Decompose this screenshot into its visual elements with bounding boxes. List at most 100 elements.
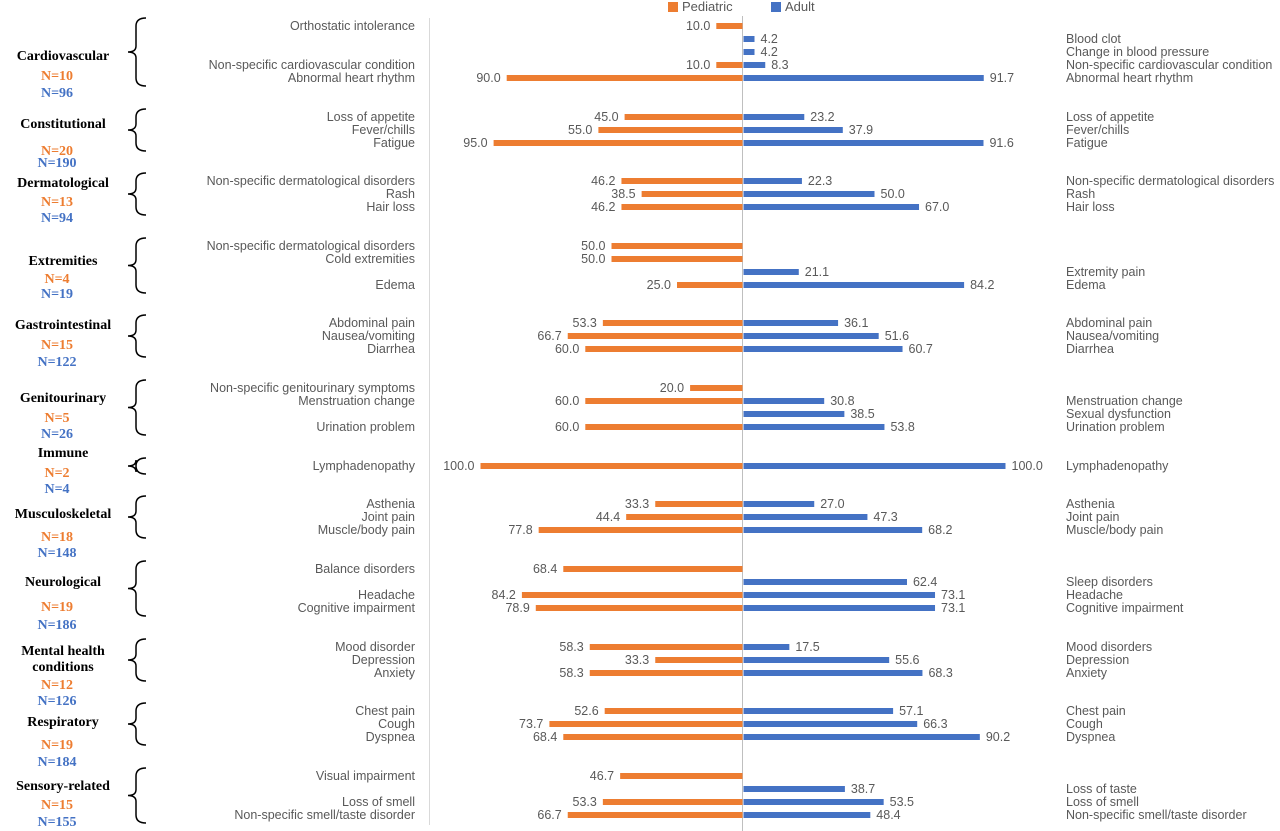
value-label-pediatric: 95.0 — [463, 136, 487, 150]
value-label-adult: 66.3 — [923, 717, 947, 731]
bar-pediatric — [602, 320, 743, 326]
category-title-musculoskeletal: Musculoskeletal — [15, 507, 112, 522]
pediatric-row-label: Muscle/body pain — [318, 523, 415, 537]
value-label-pediatric: 25.0 — [647, 278, 671, 292]
group-brace-cardiovascular — [127, 17, 147, 87]
bar-pediatric — [641, 191, 743, 197]
bar-pediatric — [585, 424, 743, 430]
adult-row-label: Loss of appetite — [1066, 110, 1154, 124]
pediatric-row-label: Lymphadenopathy — [313, 459, 416, 473]
n-adult-genitourinary: N=26 — [41, 427, 73, 442]
bar-adult — [743, 501, 815, 507]
adult-row-label: Nausea/vomiting — [1066, 329, 1159, 343]
bar-adult — [743, 36, 755, 42]
pediatric-row-label: Cough — [378, 717, 415, 731]
bar-adult — [743, 463, 1006, 469]
bar-adult — [743, 204, 920, 210]
bar-adult — [743, 812, 871, 818]
bar-adult — [743, 398, 825, 404]
pediatric-row-label: Non-specific cardiovascular condition — [209, 58, 415, 72]
n-adult-gastrointestinal: N=122 — [37, 355, 76, 370]
category-title-mental-health-conditions: conditions — [32, 660, 94, 675]
group-brace-musculoskeletal — [127, 495, 147, 539]
pediatric-row-label: Orthostatic intolerance — [290, 19, 415, 33]
value-label-adult: 17.5 — [795, 640, 819, 654]
value-label-pediatric: 77.8 — [508, 523, 532, 537]
bar-pediatric — [655, 501, 743, 507]
bar-pediatric — [677, 282, 743, 288]
pediatric-row-label: Edema — [375, 278, 415, 292]
bar-pediatric — [585, 346, 743, 352]
bar-adult — [743, 191, 875, 197]
adult-row-label: Non-specific dermatological disorders — [1066, 174, 1274, 188]
n-pediatric-genitourinary: N=5 — [44, 411, 69, 426]
adult-row-label: Muscle/body pain — [1066, 523, 1163, 537]
group-brace-mental-health-conditions — [127, 638, 147, 682]
n-pediatric-neurological: N=19 — [41, 600, 73, 615]
bar-pediatric — [521, 592, 743, 598]
bar-pediatric — [589, 670, 743, 676]
adult-row-label: Anxiety — [1066, 666, 1108, 680]
group-brace-gastrointestinal — [127, 314, 147, 358]
value-label-pediatric: 78.9 — [505, 601, 529, 615]
n-adult-neurological: N=186 — [37, 618, 76, 633]
group-brace-extremities — [127, 237, 147, 294]
value-label-adult: 84.2 — [970, 278, 994, 292]
bar-adult — [743, 514, 868, 520]
adult-row-label: Extremity pain — [1066, 265, 1145, 279]
group-brace-dermatological — [127, 172, 147, 216]
bar-pediatric — [624, 114, 743, 120]
bar-pediatric — [611, 243, 743, 249]
n-adult-sensory-related: N=155 — [37, 815, 76, 830]
pediatric-row-label: Abnormal heart rhythm — [288, 71, 415, 85]
pediatric-row-label: Cognitive impairment — [298, 601, 416, 615]
pediatric-row-label: Visual impairment — [316, 769, 416, 783]
pediatric-row-label: Fever/chills — [352, 123, 415, 137]
bar-adult — [743, 708, 894, 714]
bar-adult — [743, 411, 845, 417]
value-label-pediatric: 66.7 — [537, 808, 561, 822]
group-brace-respiratory — [127, 702, 147, 746]
value-label-adult: 23.2 — [810, 110, 834, 124]
adult-row-label: Mood disorders — [1066, 640, 1152, 654]
n-pediatric-respiratory: N=19 — [41, 738, 73, 753]
value-label-adult: 68.2 — [928, 523, 952, 537]
bar-pediatric — [549, 721, 743, 727]
bar-pediatric — [589, 644, 743, 650]
category-title-respiratory: Respiratory — [27, 715, 99, 730]
value-label-pediatric: 68.4 — [533, 562, 557, 576]
pediatric-row-label: Loss of smell — [342, 795, 415, 809]
legend-swatch-adult — [771, 2, 781, 12]
bar-pediatric — [567, 333, 743, 339]
bar-adult — [743, 127, 843, 133]
bar-pediatric — [620, 773, 743, 779]
value-label-adult: 47.3 — [873, 510, 897, 524]
pediatric-row-label: Headache — [358, 588, 415, 602]
n-pediatric-cardiovascular: N=10 — [41, 69, 73, 84]
value-label-pediatric: 20.0 — [660, 381, 684, 395]
pediatric-row-label: Mood disorder — [335, 640, 415, 654]
value-label-adult: 100.0 — [1012, 459, 1043, 473]
value-label-adult: 37.9 — [849, 123, 873, 137]
category-title-neurological: Neurological — [25, 575, 101, 590]
n-pediatric-musculoskeletal: N=18 — [41, 530, 73, 545]
pediatric-row-label: Anxiety — [374, 666, 416, 680]
n-adult-mental-health-conditions: N=126 — [37, 694, 76, 709]
adult-row-label: Non-specific cardiovascular condition — [1066, 58, 1272, 72]
category-title-constitutional: Constitutional — [20, 117, 106, 132]
value-label-pediatric: 33.3 — [625, 497, 649, 511]
bar-adult — [743, 424, 885, 430]
bar-adult — [743, 282, 965, 288]
group-brace-constitutional — [127, 108, 147, 152]
value-label-pediatric: 68.4 — [533, 730, 557, 744]
n-pediatric-gastrointestinal: N=15 — [41, 338, 73, 353]
adult-row-label: Fever/chills — [1066, 123, 1129, 137]
bar-pediatric — [690, 385, 743, 391]
legend-label-pediatric: Pediatric — [682, 0, 733, 14]
group-brace-sensory-related — [127, 767, 147, 824]
bar-adult — [743, 114, 805, 120]
adult-row-label: Depression — [1066, 653, 1129, 667]
category-title-immune: Immune — [38, 446, 89, 461]
bar-adult — [743, 75, 984, 81]
